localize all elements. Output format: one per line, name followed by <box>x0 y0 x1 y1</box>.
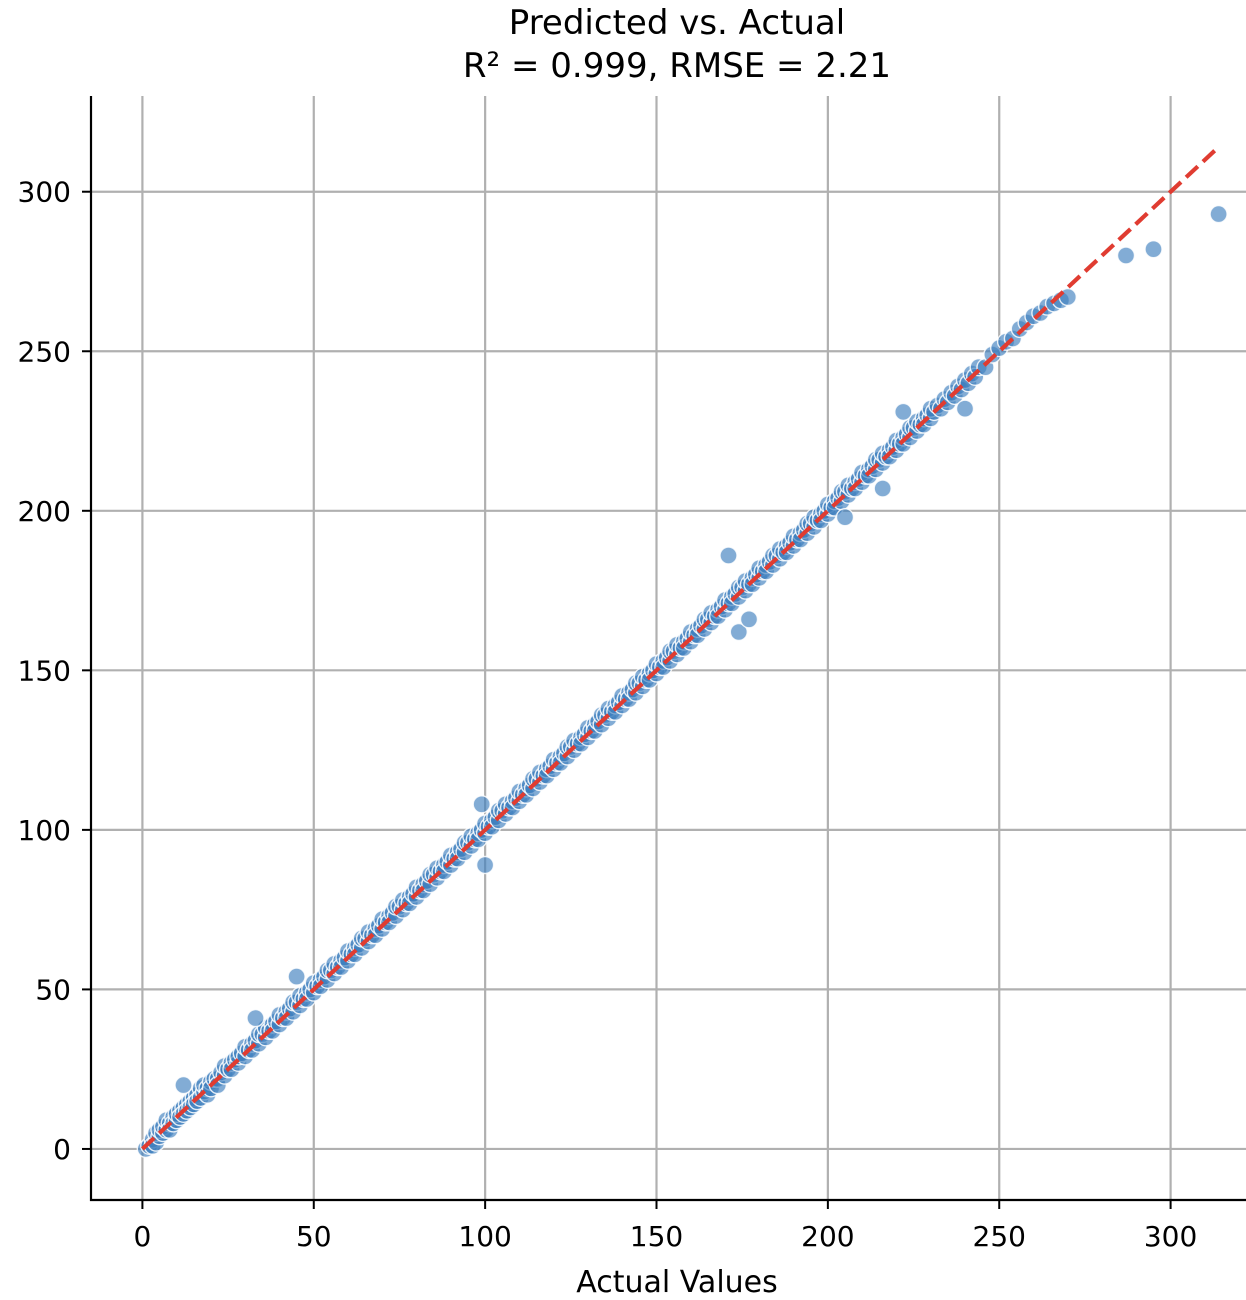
data-point <box>472 795 491 814</box>
y-tick-label: 150 <box>18 654 71 687</box>
x-axis-label: Actual Values <box>576 1265 778 1300</box>
data-point <box>955 399 975 418</box>
data-point <box>475 855 495 875</box>
data-point <box>739 610 759 629</box>
x-tick-label: 0 <box>133 1220 151 1253</box>
data-point <box>1209 204 1228 224</box>
y-tick-label: 100 <box>18 814 71 847</box>
reference-line <box>140 148 1217 1151</box>
x-tick-label: 150 <box>630 1220 683 1253</box>
y-tick-label: 200 <box>18 495 71 528</box>
y-tick-label: 50 <box>35 973 71 1006</box>
x-axis-ticks: 0 50 100 150 200 250 300 <box>133 1200 1197 1253</box>
gridlines <box>91 96 1246 1200</box>
data-point <box>894 402 913 422</box>
data-point <box>1116 246 1136 265</box>
x-tick-label: 50 <box>296 1220 332 1253</box>
chart-title: Predicted vs. Actual <box>509 3 845 43</box>
data-point <box>835 508 855 527</box>
y-tick-label: 250 <box>18 335 71 368</box>
data-point <box>873 479 892 498</box>
axes-frame <box>89 96 1246 1202</box>
data-point <box>1144 239 1163 259</box>
x-tick-label: 200 <box>801 1220 854 1253</box>
data-point <box>287 967 306 986</box>
y-tick-label: 0 <box>53 1133 71 1166</box>
data-point <box>719 546 738 565</box>
scatter-points <box>136 204 1228 1159</box>
data-point <box>246 1008 265 1028</box>
y-axis-ticks: 0 50 100 150 200 250 300 <box>18 176 91 1166</box>
x-tick-label: 300 <box>1144 1220 1197 1253</box>
chart-subtitle: R² = 0.999, RMSE = 2.21 <box>463 46 891 86</box>
x-tick-label: 100 <box>458 1220 511 1253</box>
data-point <box>174 1075 193 1095</box>
data-point <box>729 622 748 642</box>
x-tick-label: 250 <box>973 1220 1026 1253</box>
y-tick-label: 300 <box>18 176 71 209</box>
